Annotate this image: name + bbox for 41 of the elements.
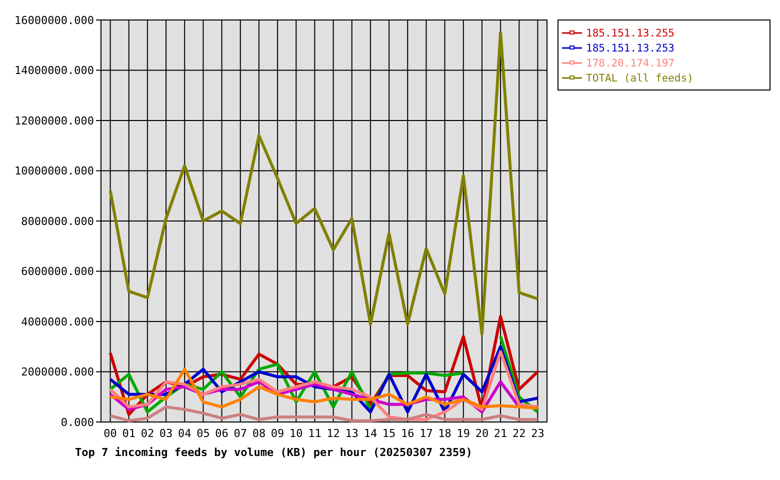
y-tick-label: 4000000.000 xyxy=(21,315,94,328)
legend-label: TOTAL (all feeds) xyxy=(586,72,694,85)
x-tick-label: 13 xyxy=(345,427,358,440)
y-tick-label: 14000000.000 xyxy=(14,64,94,78)
x-tick-label: 10 xyxy=(290,427,303,440)
x-tick-label: 04 xyxy=(178,427,192,440)
x-tick-label: 21 xyxy=(494,427,508,440)
x-tick-label: 20 xyxy=(475,427,489,440)
x-tick-label: 23 xyxy=(531,427,544,440)
x-tick-label: 12 xyxy=(326,427,340,440)
x-tick-label: 06 xyxy=(215,427,228,440)
y-tick-label: 10000000.000 xyxy=(14,164,94,178)
x-tick-label: 05 xyxy=(196,427,210,440)
x-tick-label: 16 xyxy=(401,427,414,440)
x-tick-label: 02 xyxy=(140,427,154,440)
legend-label: 178.20.174.197 xyxy=(586,58,675,70)
x-tick-label: 09 xyxy=(270,427,284,440)
x-tick-label: 01 xyxy=(122,427,136,440)
x-axis-title: Top 7 incoming feeds by volume (KB) per hour (20250307 2359) xyxy=(75,446,472,459)
x-tick-label: 11 xyxy=(308,427,322,440)
x-tick-label: 19 xyxy=(456,427,470,440)
y-tick-label: 2000000.000 xyxy=(21,366,94,379)
x-tick-label: 07 xyxy=(234,427,247,440)
x-tick-label: 15 xyxy=(382,427,396,440)
x-tick-label: 17 xyxy=(420,427,433,440)
x-tick-label: 08 xyxy=(252,427,266,440)
line-series xyxy=(108,368,540,410)
legend-label: 185.151.13.253 xyxy=(586,42,675,55)
x-tick-label: 00 xyxy=(104,427,117,440)
line-series xyxy=(108,31,540,336)
x-tick-label: 22 xyxy=(512,427,526,440)
line-series xyxy=(108,405,540,422)
y-tick-label: 0.000 xyxy=(60,416,94,429)
x-tick-label: 03 xyxy=(159,427,173,440)
legend-label: 185.151.13.255 xyxy=(586,28,675,40)
y-tick-label: 6000000.000 xyxy=(21,265,94,278)
y-tick-label: 8000000.000 xyxy=(21,214,94,228)
x-tick-label: 18 xyxy=(438,427,452,440)
x-tick-label: 14 xyxy=(364,427,378,440)
y-tick-label: 16000000.000 xyxy=(14,14,94,27)
y-tick-label: 12000000.000 xyxy=(14,114,94,128)
